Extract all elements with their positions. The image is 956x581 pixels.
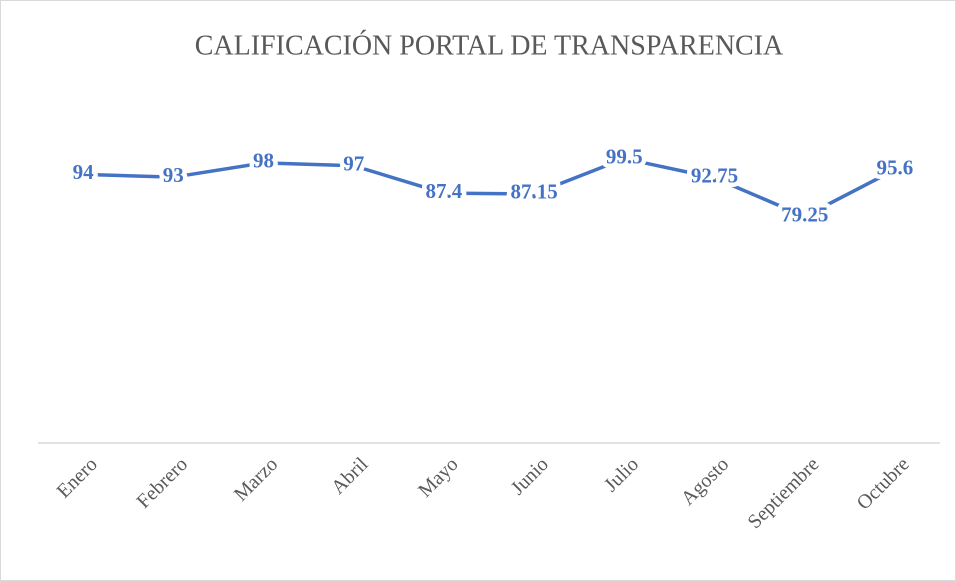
data-label: 98 bbox=[253, 149, 274, 173]
data-label: 95.6 bbox=[877, 156, 914, 180]
data-label: 94 bbox=[73, 160, 95, 184]
chart-title: CALIFICACIÓN PORTAL DE TRANSPARENCIA bbox=[195, 30, 784, 61]
data-label: 92.75 bbox=[691, 164, 738, 188]
data-label: 93 bbox=[163, 163, 184, 187]
data-label: 97 bbox=[343, 152, 364, 176]
series-line bbox=[81, 156, 897, 219]
data-label: 79.25 bbox=[781, 202, 828, 226]
data-label: 87.15 bbox=[510, 180, 557, 204]
data-label: 87.4 bbox=[426, 179, 463, 203]
data-label: 99.5 bbox=[606, 144, 643, 168]
